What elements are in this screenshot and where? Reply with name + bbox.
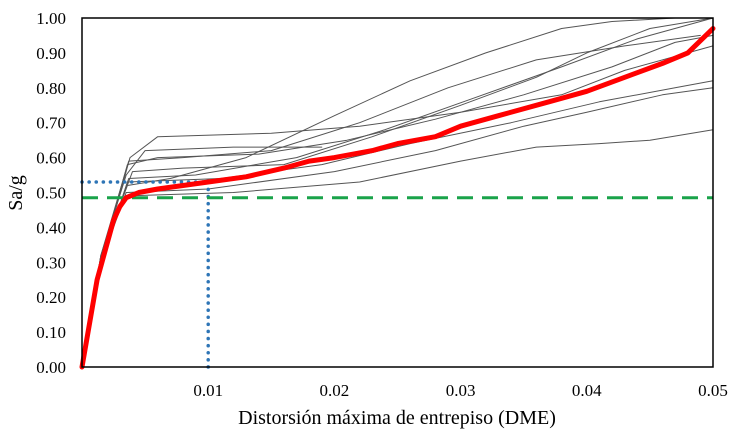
reference-lines <box>80 180 713 369</box>
record-curve-10 <box>81 34 701 368</box>
y-tick-label: 0.10 <box>36 323 66 342</box>
record-curve-8 <box>81 129 714 368</box>
median-curve-group <box>79 26 716 370</box>
record-curve-5 <box>81 17 714 368</box>
record-curve-3 <box>81 34 714 368</box>
y-tick-label: 0.30 <box>36 253 66 272</box>
record-curve-6 <box>81 17 676 368</box>
median-ida-curve <box>79 26 716 370</box>
y-tick-label: 0.70 <box>36 114 66 133</box>
y-tick-label: 0.40 <box>36 218 66 237</box>
record-curve-7 <box>81 87 714 368</box>
x-tick-label: 0.02 <box>320 381 350 400</box>
record-curve-9 <box>81 80 714 368</box>
y-axis-label: Sa/g <box>5 175 27 211</box>
record-curves <box>81 17 714 368</box>
x-tick-label: 0.05 <box>698 381 728 400</box>
x-tick-label: 0.03 <box>446 381 476 400</box>
y-tick-label: 0.50 <box>36 184 66 203</box>
y-tick-label: 0.80 <box>36 79 66 98</box>
record-curve-1 <box>81 146 323 368</box>
x-tick-label: 0.01 <box>193 381 223 400</box>
y-tick-labels: 0.00 0.10 0.20 0.30 0.40 0.50 0.60 0.70 0.80 0.90… <box>36 9 66 377</box>
plot-frame <box>81 17 714 368</box>
y-tick-label: 0.90 <box>36 44 66 63</box>
x-tick-label: 0.04 <box>572 381 602 400</box>
record-curve-4 <box>81 17 714 368</box>
y-tick-label: 0.00 <box>36 358 66 377</box>
record-curve-2 <box>81 45 714 368</box>
x-axis-label: Distorsión máxima de entrepiso (DME) <box>238 407 556 429</box>
x-tick-labels: 0.01 0.02 0.03 0.04 0.05 <box>193 381 728 400</box>
y-tick-label: 0.60 <box>36 149 66 168</box>
y-tick-label: 1.00 <box>36 9 66 28</box>
y-tick-label: 0.20 <box>36 288 66 307</box>
